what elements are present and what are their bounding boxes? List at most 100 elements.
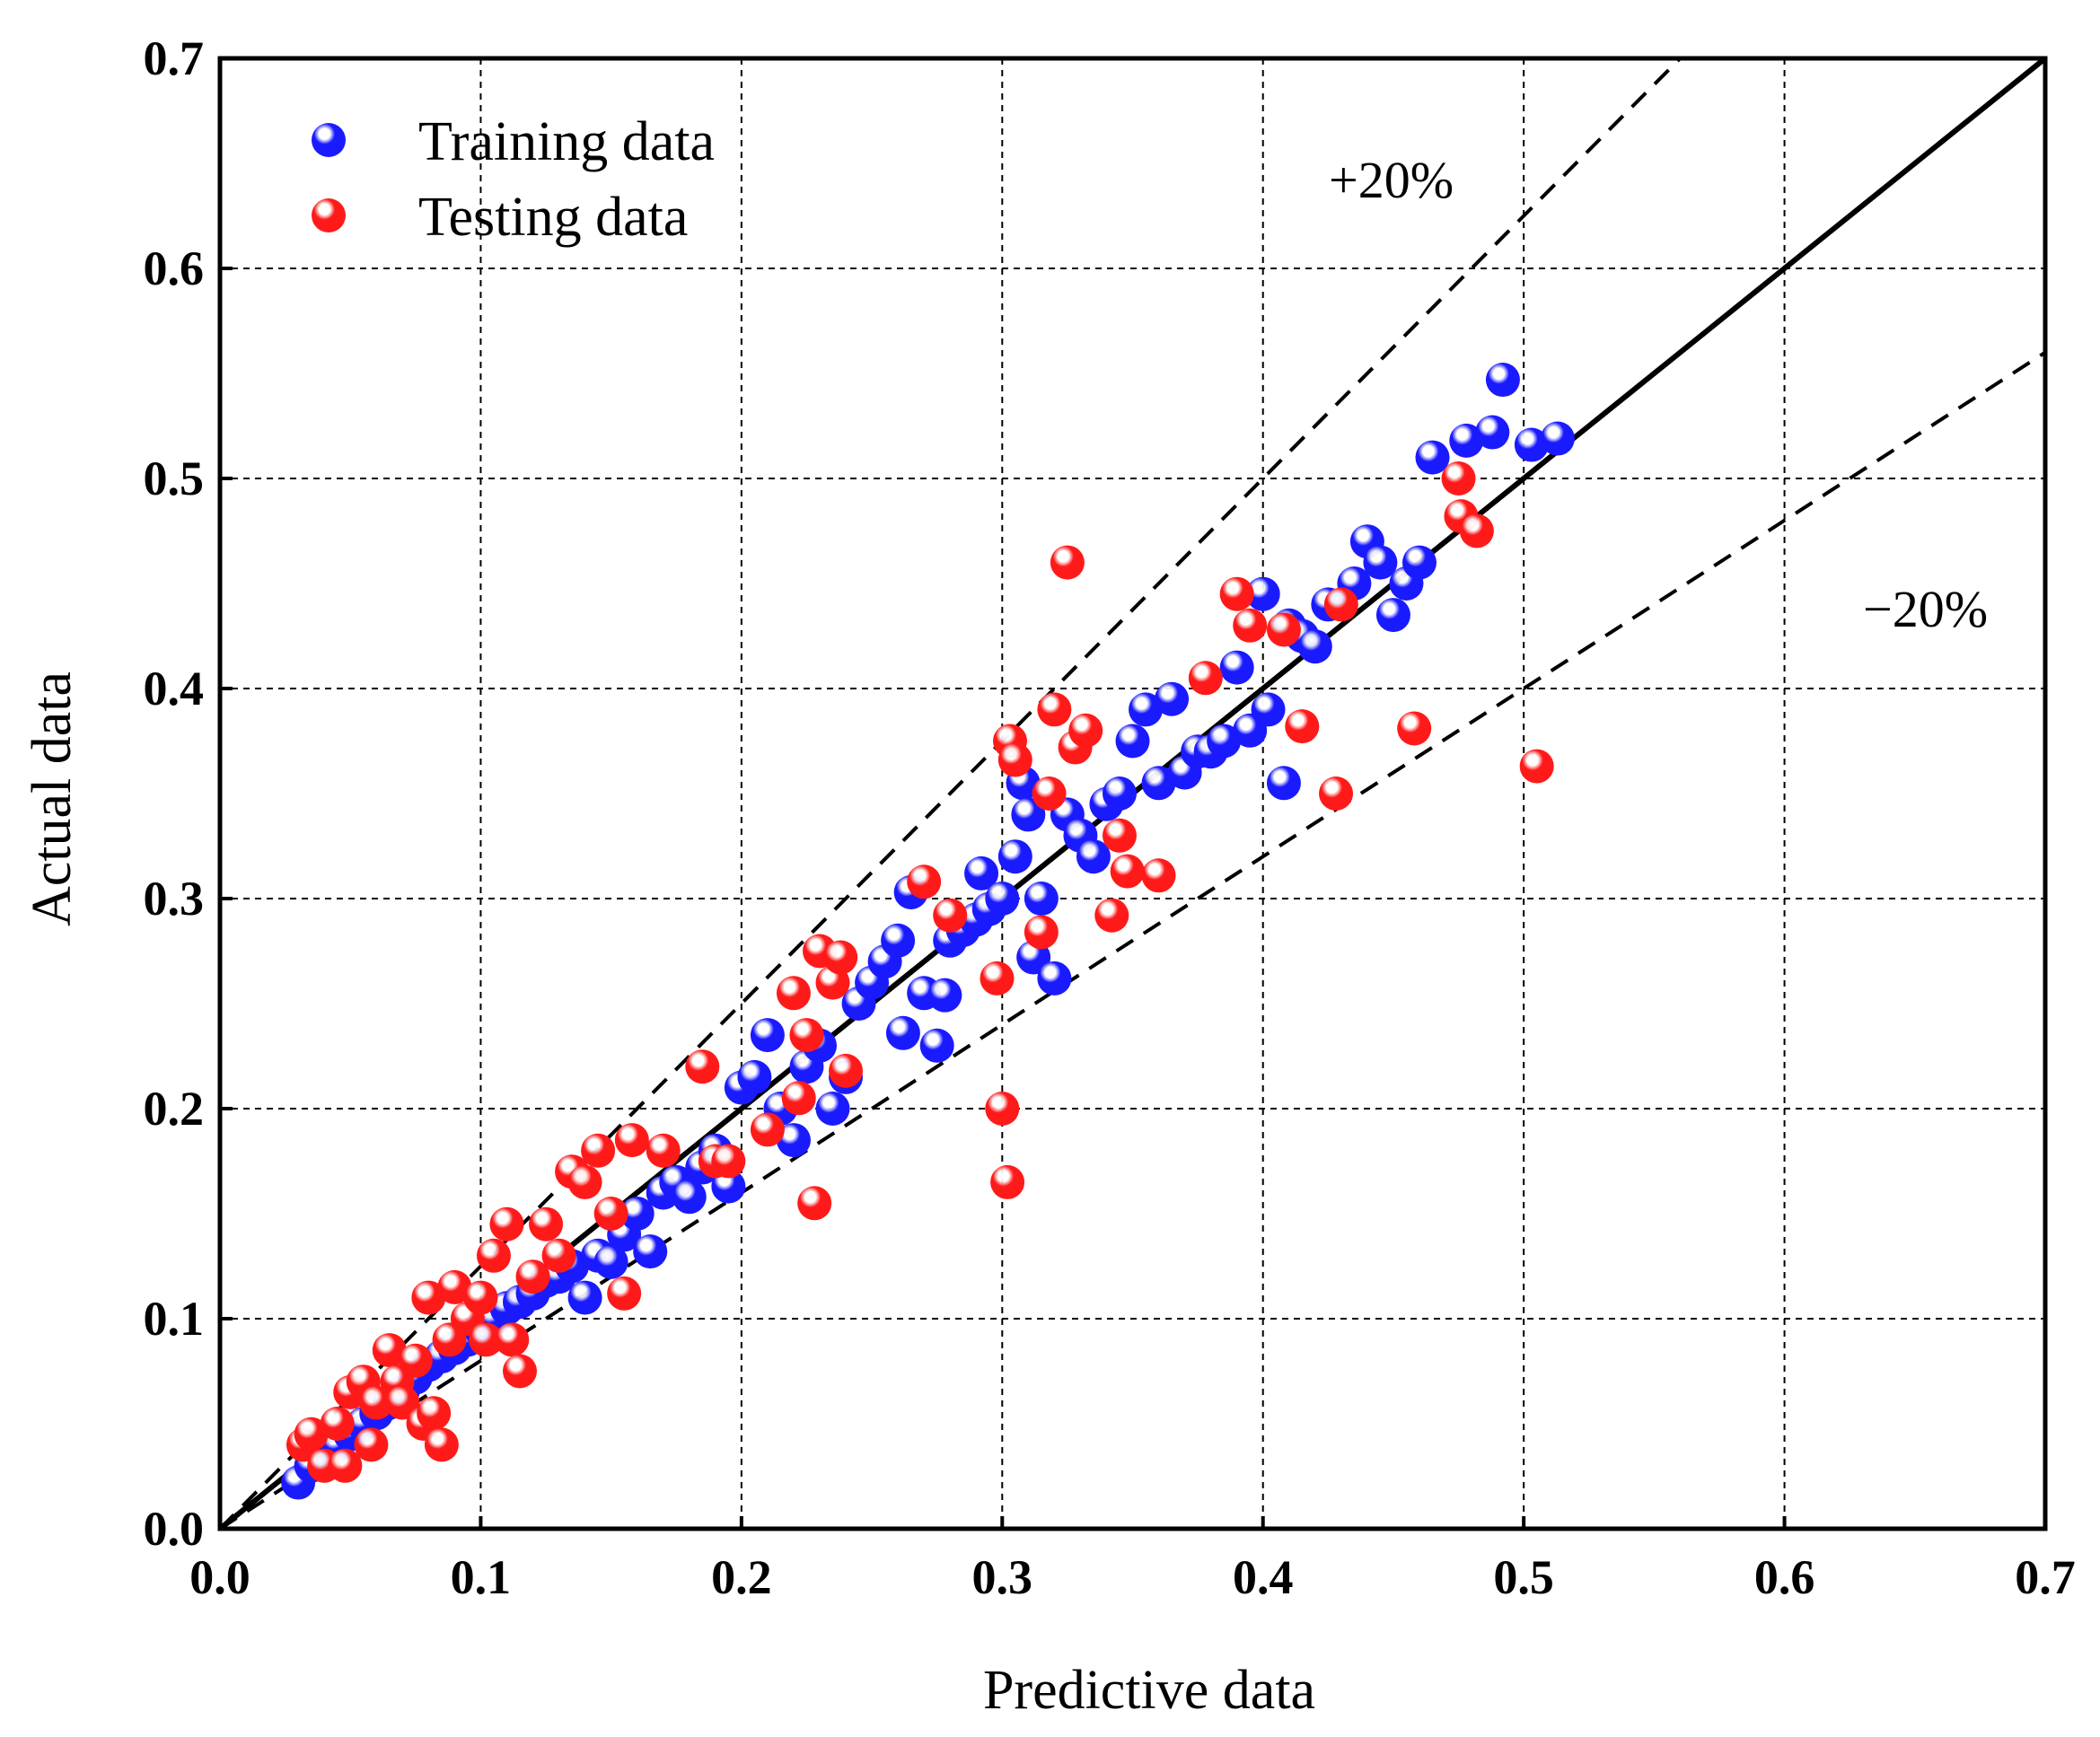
training-point [1266,766,1301,801]
training-point [1540,421,1575,456]
training-point [1207,724,1242,759]
training-point [815,1092,850,1126]
testing-point [776,976,811,1011]
x-axis-title: Predictive data [983,1660,1315,1721]
testing-point [463,1280,498,1315]
training-point [1129,692,1164,727]
legend-marker-testing [312,198,346,232]
testing-point [541,1238,576,1273]
y-tick-label: 0.1 [144,1292,205,1346]
testing-point [1068,713,1103,748]
testing-point [685,1049,720,1084]
testing-point [1519,749,1554,784]
training-point [633,1234,668,1269]
testing-point [789,1018,824,1053]
testing-point [829,1053,864,1088]
training-point [1475,415,1510,450]
training-point [1251,692,1286,727]
testing-point [593,1197,628,1231]
testing-point [997,742,1032,777]
legend-marker-training [312,123,346,157]
training-point [1363,545,1398,580]
training-point [1485,363,1520,398]
testing-point [476,1238,511,1273]
testing-point [372,1333,407,1368]
testing-point [933,898,968,933]
testing-point [1094,898,1129,933]
reference-line [218,57,1682,1531]
legend: Training data Testing data [312,111,715,248]
legend-label-training: Training data [418,111,715,172]
axis-ticks: 0.0 0.1 0.2 0.3 0.4 0.5 0.6 0.7 0.0 0.1 0.2 0.3 0.4 0… [144,31,2076,1604]
testing-point [1110,854,1145,889]
testing-point [469,1322,504,1357]
training-point [881,923,916,958]
training-point [750,1018,785,1053]
testing-point [990,1164,1025,1199]
testing-point [1141,858,1176,893]
training-point [1037,961,1072,996]
testing-point [417,1396,452,1431]
testing-point [567,1164,602,1199]
testing-point [398,1343,433,1378]
training-point [593,1244,628,1279]
testing-point [1397,711,1432,746]
testing-point [495,1322,530,1357]
legend-marker-testing-dot [312,198,346,232]
plot-frame [217,56,2048,1531]
testing-point [437,1269,472,1304]
testing-point [1459,513,1494,548]
training-point [964,855,999,890]
testing-point [411,1280,446,1315]
testing-point [320,1407,355,1441]
testing-point [1102,818,1137,853]
training-point [672,1180,707,1215]
testing-point [1233,608,1268,643]
y-axis-title: Actual data [22,671,83,926]
testing-point [607,1276,642,1311]
training-point [985,882,1020,916]
testing-point [502,1354,537,1389]
testing-point [489,1206,524,1241]
annotation-plus-20: +20% [1329,151,1454,209]
y-tick-label: 0.4 [144,662,205,715]
y-tick-label: 0.5 [144,452,205,505]
training-point [1375,598,1410,633]
testing-point [354,1427,389,1462]
training-point [885,1015,920,1050]
training-point [567,1280,602,1315]
y-tick-label: 0.6 [144,241,205,295]
training-point [619,1197,655,1231]
testing-point [646,1133,681,1168]
training-point [737,1059,772,1094]
testing-point [1285,709,1320,744]
testing-point [1441,461,1476,496]
training-point [1401,545,1437,580]
annotation-minus-20: −20% [1863,580,1988,638]
y-tick-label: 0.0 [144,1502,205,1556]
testing-point [515,1259,550,1294]
x-tick-label: 0.2 [711,1550,772,1604]
x-tick-label: 0.3 [972,1550,1033,1604]
testing-point [1032,776,1067,811]
training-point [1115,724,1150,759]
x-tick-label: 0.6 [1754,1550,1815,1604]
testing-point [1050,545,1085,580]
x-tick-label: 0.0 [189,1550,250,1604]
training-point [1219,650,1254,685]
training-point [776,1123,811,1158]
training-point [1076,839,1111,874]
testing-point [529,1206,564,1241]
training-point [1102,776,1137,811]
y-tick-label: 0.2 [144,1082,205,1136]
training-point [1449,423,1484,458]
training-point [1514,427,1549,462]
testing-point [711,1144,746,1179]
x-tick-label: 0.1 [451,1550,512,1604]
testing-point [781,1081,816,1116]
testing-point [1037,692,1072,727]
legend-label-testing: Testing data [418,187,688,248]
legend-marker-training-dot [312,123,346,157]
training-point [1297,629,1332,664]
